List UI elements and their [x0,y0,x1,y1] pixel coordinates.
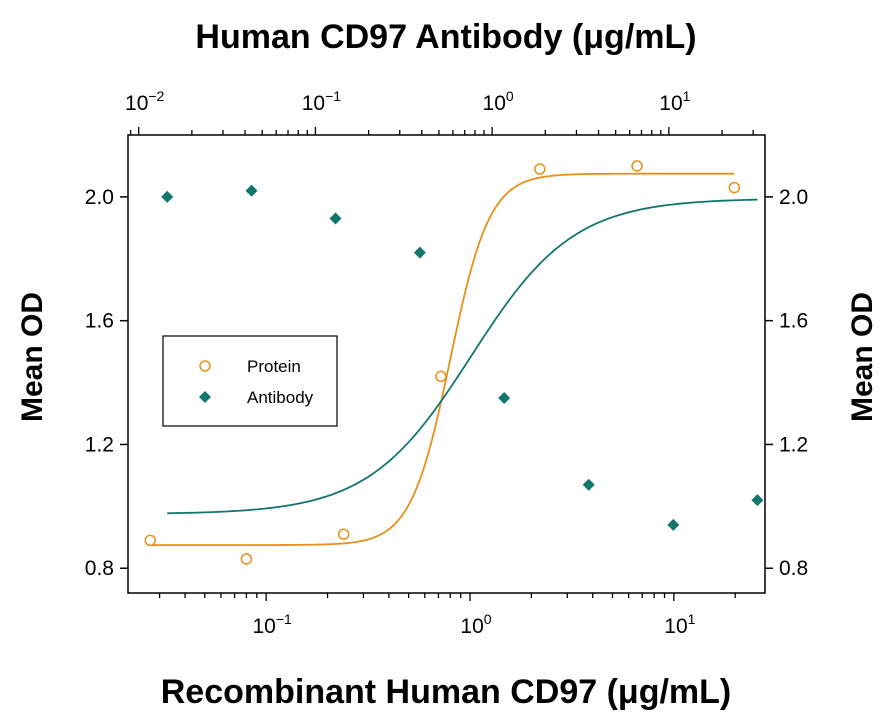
antibody-data-point [498,392,511,405]
bottom-x-tick-base: 10 [664,615,687,638]
protein-fit-curve [150,172,735,546]
top-x-tick-base: 10 [483,92,506,115]
left-y-tick-label: 1.6 [85,310,114,333]
plot-frame [127,134,766,594]
top-x-tick-exponent: 0 [506,88,514,104]
protein-data-point [144,534,156,547]
legend-antibody-label: Antibody [247,388,314,407]
protein-data-point [337,528,350,540]
bottom-x-tick-label: 10−1 [252,611,292,638]
top-axis-title: Human CD97 Antibody (μg/mL) [195,18,696,56]
bottom-x-tick-exponent: −1 [276,611,292,627]
top-x-tick-base: 10 [659,92,682,115]
antibody-data-point [751,494,764,507]
antibody-data-point [245,184,258,197]
legend-antibody-marker [199,391,211,403]
top-x-tick-base: 10 [125,92,148,115]
legend-protein-label: Protein [247,357,301,376]
bottom-x-tick-exponent: 1 [688,611,696,627]
antibody-data-point [413,246,426,259]
bottom-x-tick-base: 10 [460,615,483,638]
top-x-tick-exponent: −1 [325,88,341,104]
top-x-tick-base: 10 [302,92,325,115]
protein-data-point [631,160,643,172]
right-y-tick-label: 1.6 [779,310,808,333]
bottom-x-tick-exponent: 0 [484,611,492,627]
protein-data-point [435,370,447,383]
right-y-tick-label: 2.0 [779,186,808,209]
top-x-tick-label: 101 [659,88,690,115]
bottom-x-tick-label: 100 [460,611,491,638]
legend-protein-marker [199,360,211,372]
data-points-layer [144,160,764,565]
left-y-tick-label: 1.2 [85,433,114,456]
bottom-axis-title: Recombinant Human CD97 (μg/mL) [161,673,732,711]
left-y-tick-label: 2.0 [85,186,114,209]
antibody-data-point [582,478,595,491]
legend-box [162,335,338,427]
fit-curves-layer [150,172,758,546]
antibody-data-point [161,190,174,203]
left-y-tick-label: 0.8 [85,557,114,580]
protein-data-point [728,181,741,194]
top-x-tick-label: 10−2 [125,88,165,115]
top-x-tick-exponent: −2 [148,88,164,104]
top-x-tick-label: 100 [483,88,514,115]
right-y-tick-label: 1.2 [779,433,808,456]
right-y-axis-title: Mean OD [846,292,879,422]
right-y-tick-label: 0.8 [779,557,808,580]
antibody-data-point [667,518,680,531]
protein-data-point [534,163,546,175]
top-x-tick-label: 10−1 [302,88,342,115]
bottom-x-tick-base: 10 [252,615,275,638]
protein-data-point [240,553,253,565]
legend: Protein Antibody [162,335,338,427]
top-x-tick-exponent: 1 [683,88,691,104]
antibody-fit-curve [167,198,758,515]
antibody-data-point [329,212,342,225]
left-y-axis-title: Mean OD [16,292,49,422]
bottom-x-tick-label: 101 [664,611,695,638]
